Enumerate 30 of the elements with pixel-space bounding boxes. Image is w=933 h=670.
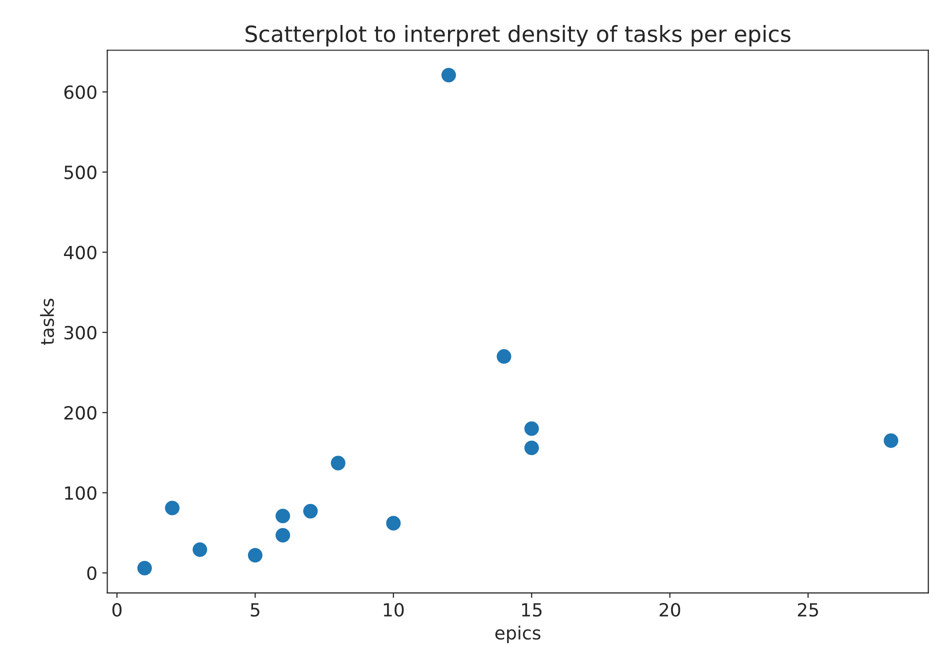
point [248,548,262,563]
point [164,500,180,516]
chart-title: Scatterplot to interpret density of tasks per epics [246,25,790,47]
x-tick-label: 20 [660,602,680,617]
point [330,456,346,470]
x-tick-label: 0 [112,602,122,617]
point [303,504,318,518]
point [386,516,401,530]
y-tick-label: 300 [64,326,96,340]
point [884,433,898,448]
point [276,508,290,524]
x-tick-label: 15 [522,603,542,617]
y-tick-label: 200 [64,406,96,420]
point [137,560,152,576]
y-tick-label: 0 [87,566,96,580]
y-tick-label: 500 [64,166,96,180]
point [192,542,208,557]
y-axis-title: tasks [40,298,54,345]
point [441,68,456,82]
point [496,349,512,364]
x-tick-label: 10 [384,602,404,617]
point [276,528,290,543]
y-tick-label: 600 [64,85,96,100]
y-tick-label: 400 [64,246,96,260]
x-tick-label: 25 [798,602,818,617]
x-axis-title: epics [495,626,540,644]
x-tick-label: 5 [250,603,260,617]
y-tick-label: 100 [65,486,96,500]
point [524,440,539,456]
point [524,421,539,436]
